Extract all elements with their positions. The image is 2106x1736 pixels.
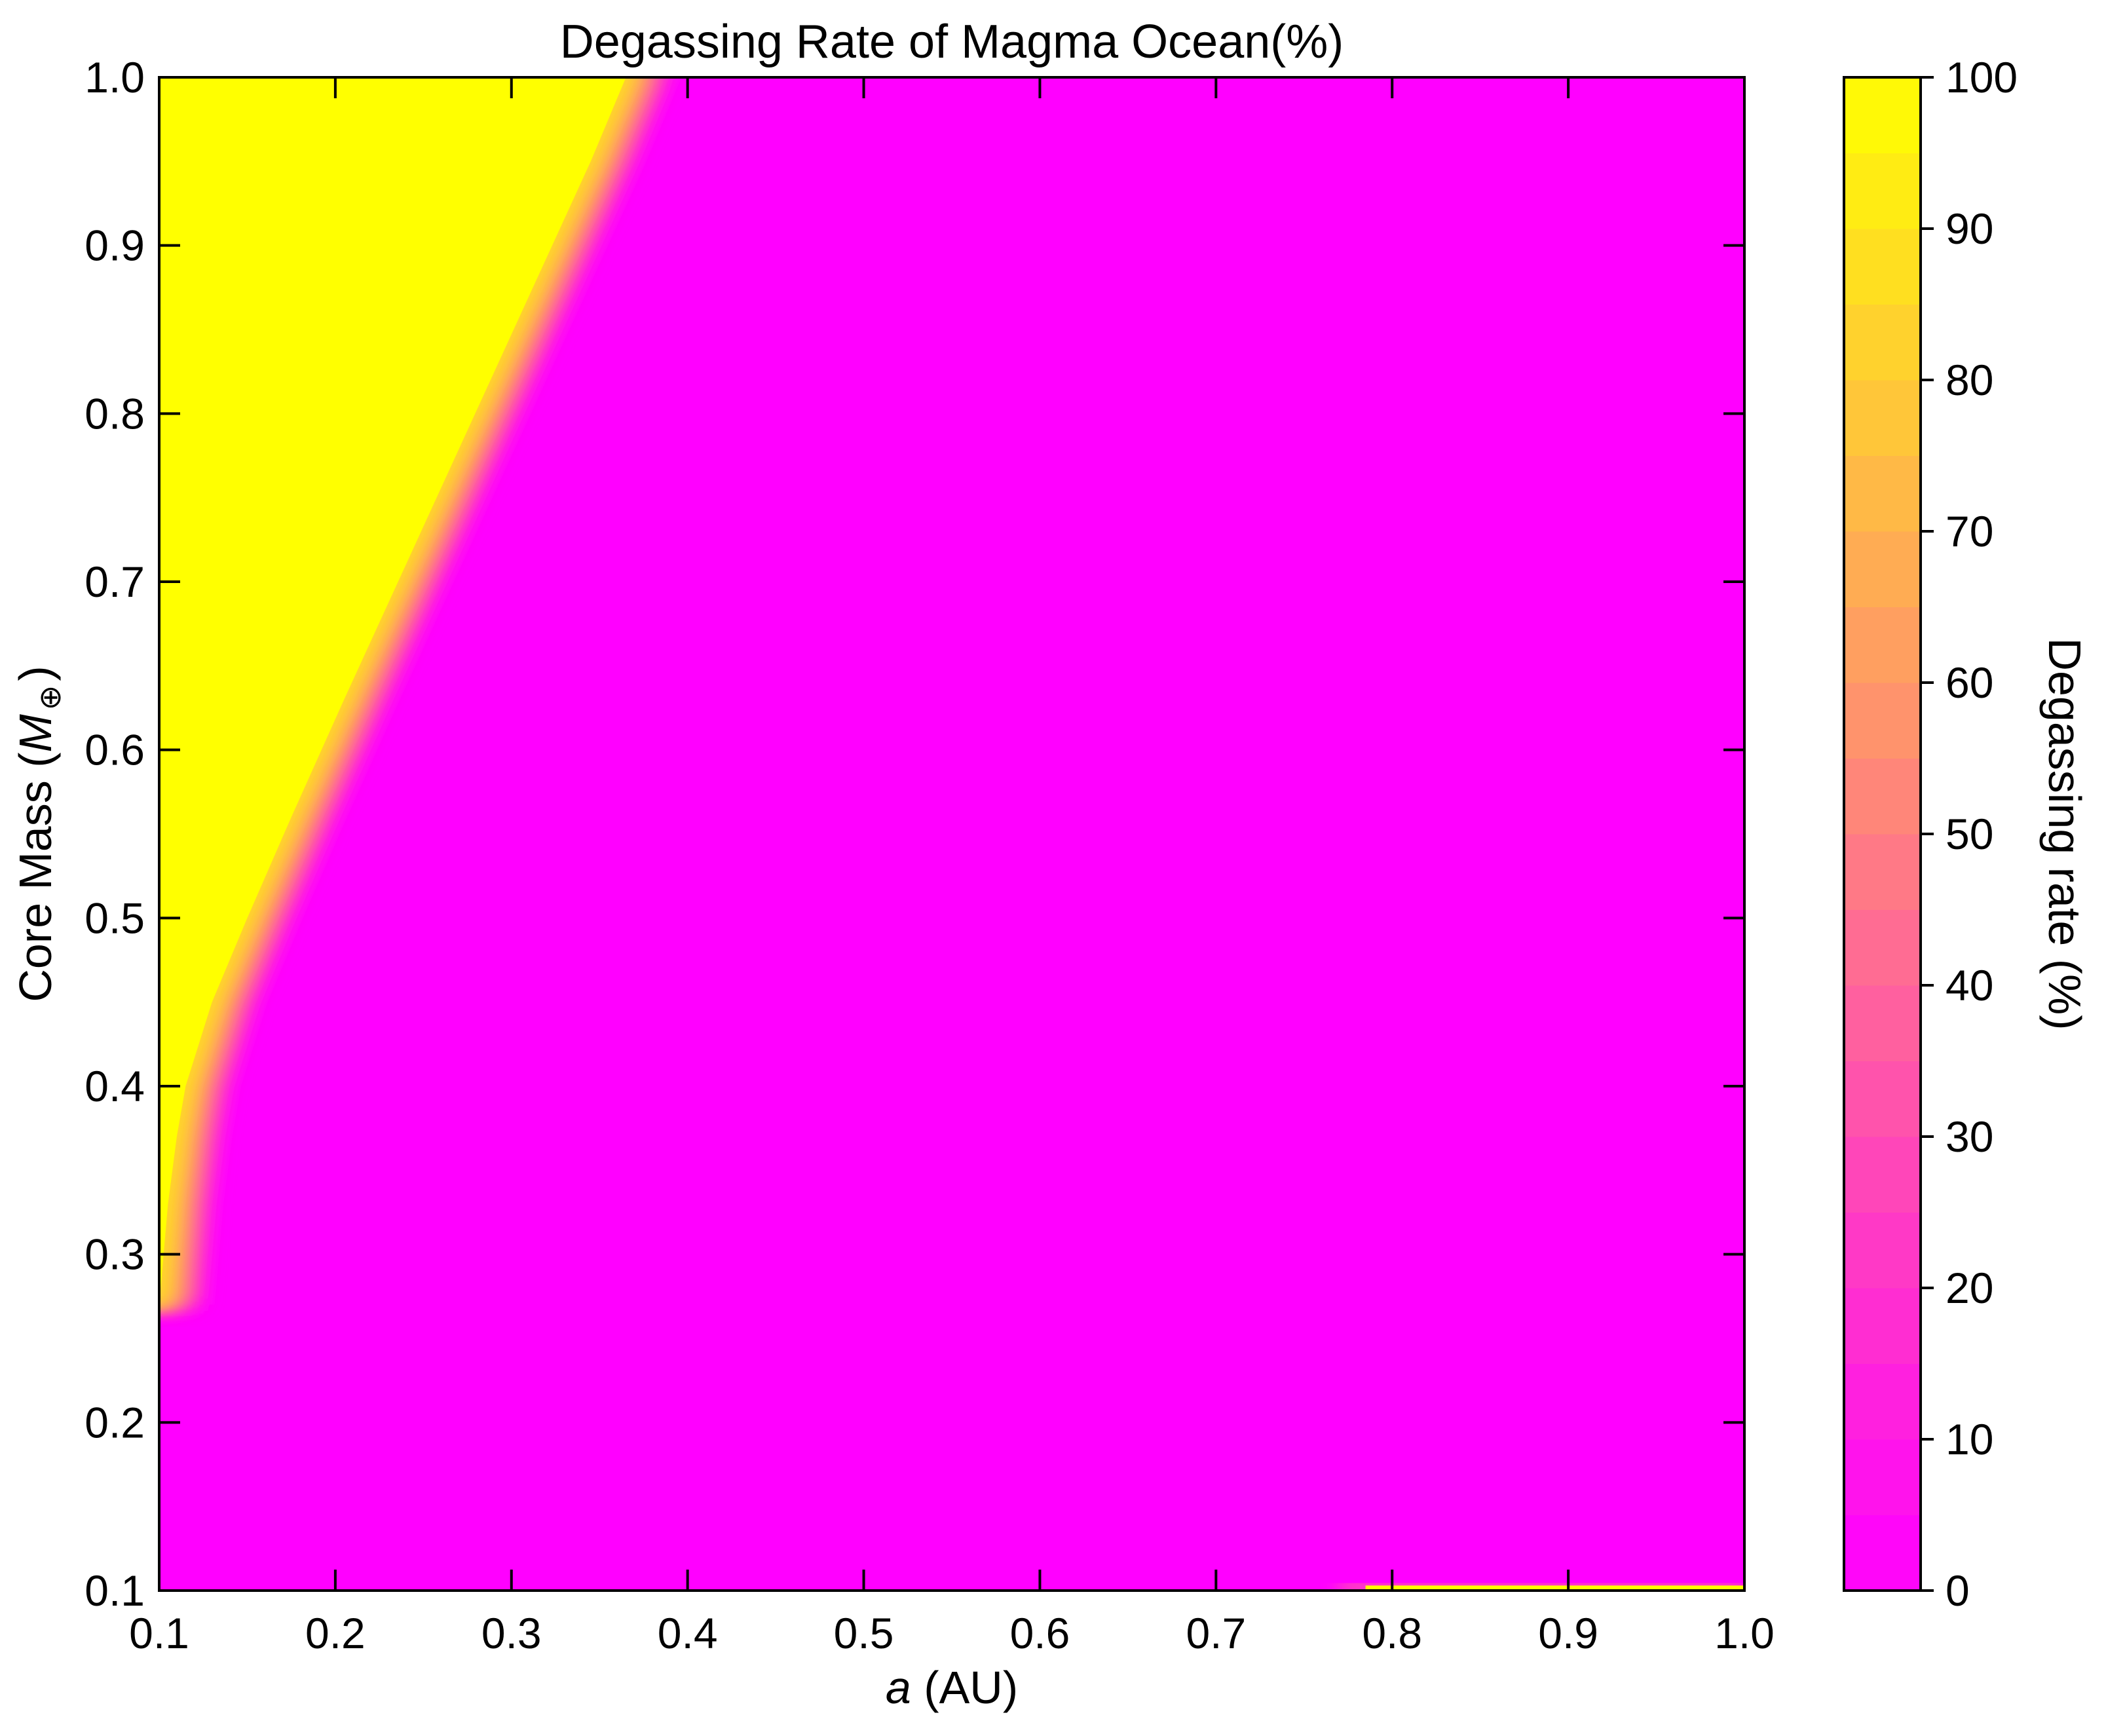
colorbar-tick-label: 70 bbox=[1946, 507, 1993, 556]
x-tick-label: 0.1 bbox=[129, 1609, 189, 1657]
colorbar-tick-label: 50 bbox=[1946, 810, 1993, 858]
y-tick-label: 0.6 bbox=[85, 726, 145, 774]
colorbar-level bbox=[1844, 1288, 1921, 1364]
y-axis-label-prefix: Core Mass ( bbox=[10, 753, 61, 1002]
colorbar: 0 10 20 30 40 50 60 70 80 90 100 bbox=[1843, 53, 2018, 1615]
y-tick-label: 0.3 bbox=[85, 1230, 145, 1279]
x-axis-label: a (AU) bbox=[886, 1662, 1018, 1713]
colorbar-tick-label: 80 bbox=[1946, 356, 1993, 404]
colorbar-level bbox=[1844, 1363, 1921, 1440]
colorbar-level bbox=[1844, 531, 1921, 607]
colorbar-tick-label: 100 bbox=[1946, 53, 2018, 102]
colorbar-level bbox=[1844, 380, 1921, 456]
colorbar-level bbox=[1844, 455, 1921, 532]
heatmap-region-high bbox=[159, 77, 626, 1305]
colorbar-tick-label: 20 bbox=[1946, 1264, 1993, 1312]
colorbar-tick-label: 90 bbox=[1946, 204, 1993, 253]
y-axis-label: Core Mass (M ⊕) bbox=[10, 666, 67, 1002]
x-tick-label: 0.3 bbox=[481, 1609, 542, 1657]
colorbar-level bbox=[1844, 229, 1921, 305]
x-tick-label: 0.7 bbox=[1186, 1609, 1246, 1657]
x-tick-label: 0.9 bbox=[1538, 1609, 1598, 1657]
colorbar-tick-label: 0 bbox=[1946, 1566, 1970, 1615]
x-axis-label-var: a bbox=[886, 1662, 911, 1713]
colorbar-tick-label: 30 bbox=[1946, 1112, 1993, 1161]
colorbar-level bbox=[1844, 1439, 1921, 1515]
colorbar-level bbox=[1844, 909, 1921, 986]
y-tick-label: 0.8 bbox=[85, 389, 145, 438]
colorbar-level bbox=[1844, 1515, 1921, 1591]
plot-area bbox=[159, 77, 1744, 1591]
y-tick-label: 1.0 bbox=[85, 53, 145, 102]
y-axis-label-subscript: ⊕ bbox=[33, 685, 67, 711]
colorbar-label: Degassing rate (%) bbox=[2039, 637, 2090, 1030]
colorbar-level bbox=[1844, 1061, 1921, 1137]
x-tick-label: 0.4 bbox=[658, 1609, 718, 1657]
colorbar-level bbox=[1844, 77, 1921, 153]
heatmap-bottom-band bbox=[1365, 1585, 1744, 1591]
x-tick-label: 0.8 bbox=[1362, 1609, 1422, 1657]
colorbar-tick-label: 60 bbox=[1946, 658, 1993, 707]
y-tick-label: 0.4 bbox=[85, 1062, 145, 1110]
x-tick-label: 1.0 bbox=[1714, 1609, 1775, 1657]
colorbar-level bbox=[1844, 153, 1921, 229]
y-axis-label-var: M bbox=[10, 714, 61, 753]
y-tick-label: 0.9 bbox=[85, 221, 145, 270]
y-tick-label: 0.5 bbox=[85, 894, 145, 942]
x-tick-label: 0.6 bbox=[1010, 1609, 1070, 1657]
x-axis-label-unit: (AU) bbox=[911, 1662, 1018, 1713]
x-tick-label: 0.5 bbox=[834, 1609, 894, 1657]
y-axis: 0.1 0.2 0.3 0.4 0.5 0.6 0.7 0.8 0.9 1.0 bbox=[85, 53, 1744, 1615]
x-axis: 0.1 0.2 0.3 0.4 0.5 0.6 0.7 0.8 0.9 1.0 bbox=[129, 77, 1775, 1657]
y-tick-label: 0.7 bbox=[85, 557, 145, 606]
colorbar-level bbox=[1844, 683, 1921, 759]
colorbar-level bbox=[1844, 1137, 1921, 1213]
colorbar-tick-label: 40 bbox=[1946, 961, 1993, 1010]
colorbar-level bbox=[1844, 834, 1921, 910]
colorbar-level bbox=[1844, 758, 1921, 835]
colorbar-level bbox=[1844, 607, 1921, 683]
y-axis-label-suffix: ) bbox=[10, 666, 61, 681]
x-tick-label: 0.2 bbox=[305, 1609, 366, 1657]
colorbar-tick-label: 10 bbox=[1946, 1415, 1993, 1463]
y-tick-label: 0.1 bbox=[85, 1566, 145, 1615]
colorbar-level bbox=[1844, 304, 1921, 381]
y-tick-label: 0.2 bbox=[85, 1398, 145, 1446]
plot-frame bbox=[158, 76, 1746, 1592]
colorbar-level bbox=[1844, 1212, 1921, 1289]
chart-title: Degassing Rate of Magma Ocean(%) bbox=[560, 16, 1344, 68]
colorbar-level bbox=[1844, 985, 1921, 1061]
